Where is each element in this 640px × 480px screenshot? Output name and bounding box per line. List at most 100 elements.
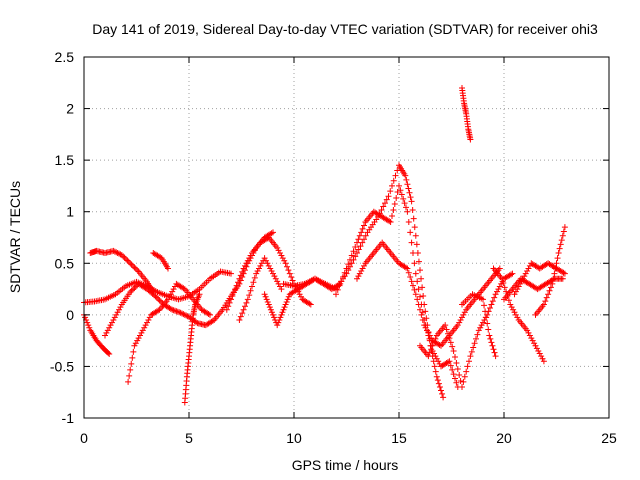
data-point [452, 353, 458, 360]
data-point [500, 280, 507, 287]
data-point [480, 319, 486, 326]
data-point [459, 384, 465, 391]
data-point [268, 309, 275, 316]
series-arc-12 [333, 182, 461, 391]
data-point [131, 264, 138, 271]
data-point [512, 311, 519, 318]
data-point [487, 304, 493, 311]
data-point [267, 306, 274, 313]
y-tick-label: 1.5 [55, 152, 75, 168]
data-point [468, 348, 475, 355]
data-point [86, 324, 93, 331]
data-point [105, 350, 112, 357]
data-point [450, 347, 457, 354]
data-point [257, 262, 264, 269]
data-point [254, 268, 261, 275]
data-point [420, 292, 427, 299]
data-point [428, 346, 435, 353]
data-point [532, 342, 539, 349]
data-point [554, 255, 561, 262]
data-point [419, 317, 426, 324]
data-point [137, 332, 143, 339]
data-point [240, 306, 247, 313]
data-point [456, 319, 463, 326]
data-point [142, 322, 149, 329]
data-point [524, 327, 531, 334]
data-point [418, 311, 425, 318]
data-point [555, 249, 562, 256]
data-point [264, 235, 271, 242]
data-point [426, 349, 433, 356]
data-point [397, 187, 404, 194]
data-point [145, 317, 152, 324]
data-point [560, 269, 567, 276]
data-point [130, 263, 136, 270]
data-point [387, 219, 394, 226]
data-point [543, 294, 550, 301]
data-point [521, 273, 528, 280]
data-point [250, 279, 257, 286]
data-point [114, 249, 121, 256]
data-point [391, 200, 398, 207]
data-point [129, 354, 136, 361]
data-point [378, 206, 385, 213]
data-point [340, 274, 346, 281]
data-point [509, 270, 516, 277]
data-point [134, 267, 141, 274]
data-point [429, 342, 436, 349]
data-point [488, 301, 495, 308]
y-tick-label: 2.5 [55, 49, 75, 65]
data-point [264, 260, 271, 267]
data-point [244, 257, 251, 264]
data-point [385, 193, 392, 200]
data-point [345, 261, 352, 268]
data-point [128, 287, 135, 294]
data-point [85, 322, 92, 329]
data-point [243, 260, 250, 267]
data-point [174, 308, 181, 315]
data-point [496, 265, 503, 272]
series-arc-8 [223, 234, 314, 313]
data-point [358, 229, 365, 236]
data-point [333, 291, 339, 298]
data-point [82, 314, 89, 321]
series-arc-19 [511, 260, 568, 298]
data-point [338, 278, 345, 285]
data-point [232, 286, 239, 293]
data-point [495, 286, 502, 293]
data-point [361, 236, 367, 243]
data-point [422, 324, 429, 331]
data-point [489, 342, 496, 349]
data-point [277, 314, 284, 321]
data-point [511, 291, 518, 298]
data-point [549, 280, 556, 287]
data-point [538, 353, 545, 360]
data-point [118, 252, 125, 259]
data-point [398, 191, 405, 198]
data-point [522, 270, 529, 277]
data-point [445, 330, 451, 337]
data-point [488, 339, 495, 346]
data-point [508, 271, 514, 278]
data-point [525, 265, 532, 272]
data-point [359, 265, 366, 272]
data-point [361, 262, 367, 269]
data-point [359, 225, 366, 232]
data-point [402, 172, 409, 179]
data-point [306, 300, 313, 307]
data-point [489, 298, 496, 305]
data-point [276, 317, 283, 324]
grid-lines [84, 57, 609, 418]
data-point [414, 278, 421, 285]
data-point [132, 340, 139, 347]
data-point [264, 298, 271, 305]
data-point [120, 253, 127, 260]
data-point [169, 306, 176, 313]
data-point [405, 269, 412, 276]
axis-ticks: 0 5 10 15 20 25 -1 -0.5 0 0.5 1 1.5 2 2.5 [50, 49, 617, 446]
data-point [421, 322, 428, 329]
data-point [404, 208, 411, 215]
data-point [113, 311, 120, 318]
data-point [390, 206, 397, 213]
data-point [354, 275, 360, 282]
